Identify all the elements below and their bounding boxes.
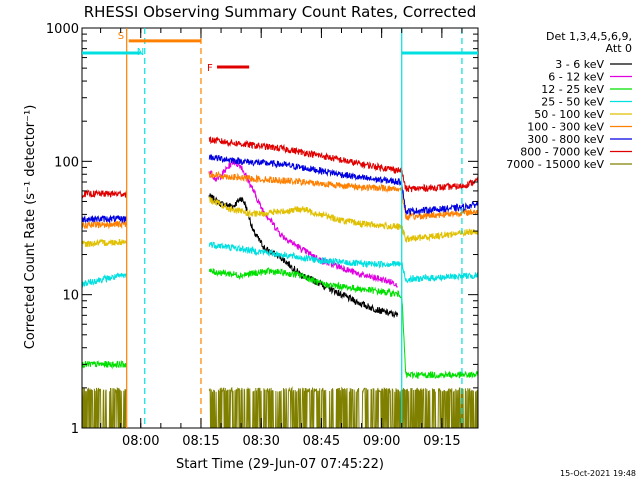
series-line-0 [208,193,399,319]
x-tick-label-5: 09:15 [423,434,460,449]
y-tick-label-3: 1000 [46,22,79,37]
series-line-1 [208,159,399,288]
series-line-6 [81,154,479,224]
series-line-8 [81,386,479,429]
chart-title: RHESSI Observing Summary Count Rates, Co… [84,3,477,21]
y-tick-label-1: 10 [62,289,79,304]
series-line-4 [81,196,478,248]
legend-label-7: 800 - 7000 keV [520,146,604,159]
x-tick-label-0: 08:00 [122,434,159,449]
y-tick-label-0: 1 [71,422,79,437]
series-line-2 [81,267,479,380]
legend-label-2: 12 - 25 keV [541,83,604,96]
annotation-label-s: S [118,31,124,42]
y-axis: 1 10 100 1000 [46,22,478,437]
x-tick-label-4: 09:00 [363,434,400,449]
plot-frame [81,27,479,429]
y-axis-label: Corrected Count Rate (s⁻¹ detector⁻¹) [23,105,38,350]
plot-area [81,27,479,429]
legend-label-3: 25 - 50 keV [541,96,604,109]
x-tick-label-1: 08:15 [182,434,219,449]
legend-label-5: 100 - 300 keV [527,121,604,134]
annotations: S N F [82,28,478,428]
series-line-7 [81,136,479,199]
legend-header-line-2: Att 0 [606,42,632,55]
legend-label-4: 50 - 100 keV [534,108,604,121]
annotation-label-f: F [207,63,213,74]
legend-label-0: 3 - 6 keV [555,58,604,71]
legend-header-line-1: Det 1,3,4,5,6,9, [546,30,632,43]
legend-label-1: 6 - 12 keV [548,71,604,84]
x-tick-label-3: 08:45 [303,434,340,449]
x-axis-label: Start Time (29-Jun-07 07:45:22) [176,457,384,472]
annotation-label-n: N [137,47,144,58]
x-axis: 08:00 08:15 08:30 08:45 09:00 09:15 [100,28,463,449]
series-line-5 [81,170,479,230]
x-tick-label-2: 08:30 [242,434,279,449]
legend-label-8: 7000 - 15000 keV [506,158,604,171]
legend-label-6: 300 - 800 keV [527,133,604,146]
series-line-3 [81,241,479,288]
y-tick-label-2: 100 [54,155,79,170]
footer-timestamp: 15-Oct-2021 19:48 [560,469,636,478]
